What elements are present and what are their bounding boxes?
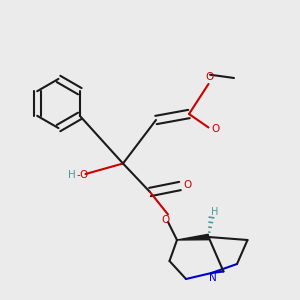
Text: O: O (211, 124, 219, 134)
Text: H: H (68, 170, 76, 181)
Text: O: O (161, 215, 169, 225)
Text: -O: -O (76, 170, 88, 181)
Polygon shape (177, 234, 209, 240)
Text: N: N (209, 273, 217, 284)
Text: H: H (211, 207, 218, 218)
Text: O: O (206, 71, 214, 82)
Text: O: O (183, 179, 192, 190)
